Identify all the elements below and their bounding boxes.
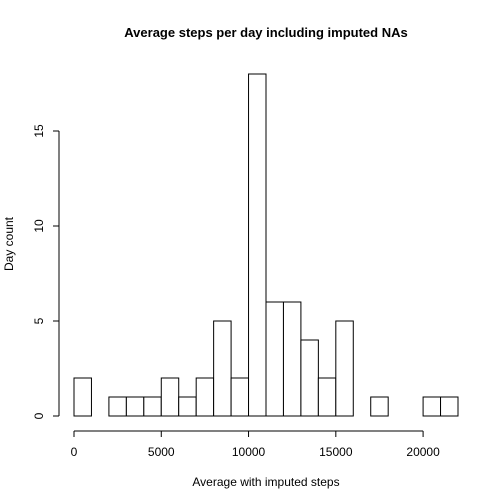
chart-title: Average steps per day including imputed … xyxy=(124,25,407,40)
x-axis-label: Average with imputed steps xyxy=(192,475,339,489)
histogram-bar xyxy=(300,339,319,417)
histogram-bar xyxy=(178,396,197,417)
y-tick-label: 5 xyxy=(32,317,46,324)
histogram-bar xyxy=(422,396,442,417)
histogram-bar xyxy=(143,396,162,417)
x-tick-label: 5000 xyxy=(148,445,175,459)
x-tick-label: 20000 xyxy=(406,445,440,459)
x-tick-label: 0 xyxy=(71,445,78,459)
x-axis-ticks: 0 5000 10000 15000 20000 xyxy=(71,431,440,459)
histogram-bar xyxy=(230,377,250,417)
y-axis-ticks: 0 5 10 15 xyxy=(32,124,59,419)
histogram-bar xyxy=(160,377,180,417)
histogram-bar xyxy=(370,396,389,417)
x-tick-label: 15000 xyxy=(319,445,353,459)
histogram-bar xyxy=(73,377,92,417)
histogram-bar xyxy=(282,301,302,417)
y-axis-label: Day count xyxy=(2,216,16,271)
histogram-bar xyxy=(213,320,232,417)
histogram-bar xyxy=(108,396,127,417)
y-tick-label: 0 xyxy=(32,412,46,419)
histogram-bar xyxy=(335,320,354,417)
histogram-bar xyxy=(317,377,337,417)
histogram-bar xyxy=(195,377,215,417)
histogram-bar xyxy=(440,396,459,417)
y-tick-label: 15 xyxy=(32,124,46,138)
histogram-bar xyxy=(265,301,284,417)
x-tick-label: 10000 xyxy=(232,445,266,459)
histogram-bar xyxy=(125,396,145,417)
y-tick-label: 10 xyxy=(32,219,46,233)
histogram-bar xyxy=(248,73,267,417)
bars-group xyxy=(73,73,459,417)
